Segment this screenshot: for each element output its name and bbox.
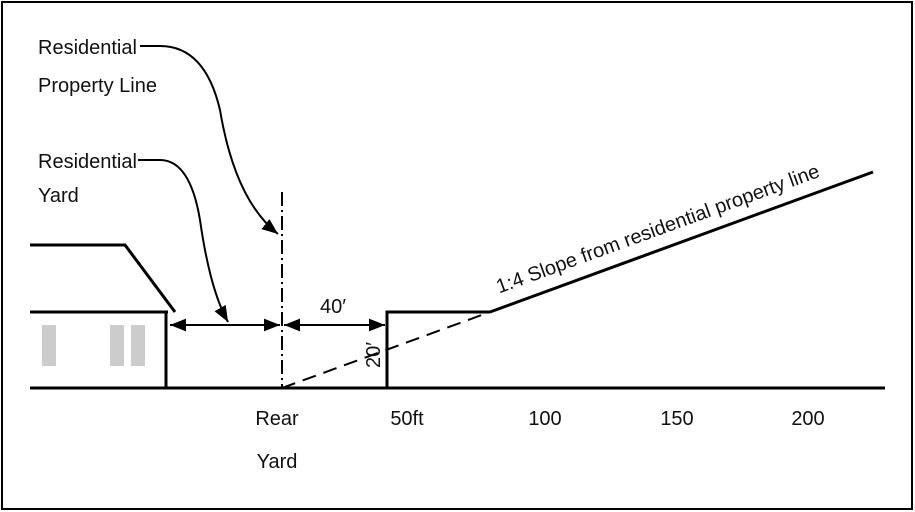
- label: Yard: [38, 185, 79, 207]
- axis-label: Yard: [257, 451, 298, 473]
- dimension-label: 40′: [320, 296, 346, 318]
- roof: [30, 243, 177, 313]
- house: [30, 310, 168, 388]
- axis-label: 200: [791, 408, 824, 430]
- label: Residential: [38, 151, 137, 173]
- slope-line: [489, 170, 874, 314]
- label: Property Line: [38, 75, 157, 97]
- building: [385, 310, 490, 388]
- axis-label: Rear: [255, 408, 299, 430]
- slope-dashed: [281, 311, 491, 389]
- axis-label: 150: [660, 408, 693, 430]
- label: Residential: [38, 37, 137, 59]
- dimension-label: 20′: [363, 342, 385, 368]
- axis-label: 50ft: [390, 408, 424, 430]
- leader: [140, 45, 279, 235]
- window: [110, 325, 124, 366]
- axis-label: 100: [528, 408, 561, 430]
- window: [42, 325, 56, 366]
- leader: [138, 159, 229, 323]
- window: [131, 325, 145, 366]
